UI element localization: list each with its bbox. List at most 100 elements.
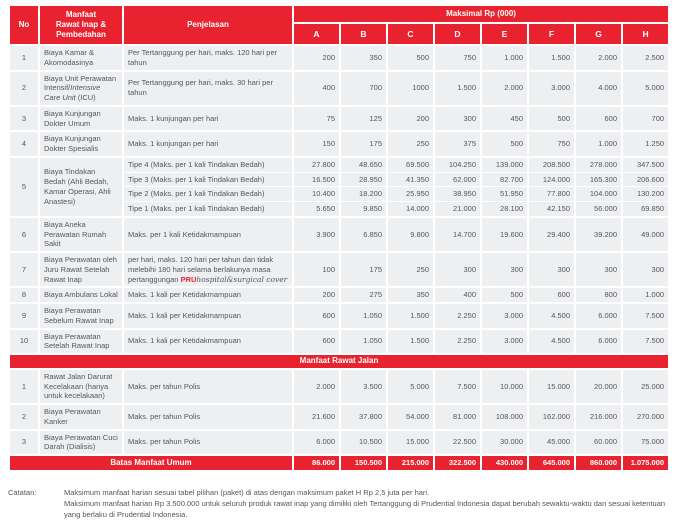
cell-value: 2.250 xyxy=(433,327,482,355)
cell-value: 1.050 xyxy=(339,327,388,355)
cell-desc: Maks. per 1 kali Ketidakmampuan xyxy=(122,215,294,254)
cell-value: 6.000 xyxy=(574,302,623,330)
col-header-package-f: F xyxy=(527,22,576,46)
note-line-1: Maksimum manfaat harian sesuai tabel pil… xyxy=(64,488,430,498)
cell-value: 21.600 xyxy=(292,403,341,431)
cell-value: 75.000 xyxy=(620,428,671,457)
cell-desc: Maks. 1 kali per Ketidakmampuan xyxy=(122,286,294,304)
cell-value: 200 xyxy=(292,286,341,304)
cell-value: 139.000 xyxy=(480,156,529,173)
cell-value: 45.000 xyxy=(527,428,576,457)
cell-benefit: Biaya Perawatan Setelah Rawat Inap xyxy=(38,327,124,355)
footer-value: 322.500 xyxy=(433,454,482,473)
cell-value: 175 xyxy=(339,130,388,158)
cell-value: 208.500 xyxy=(527,156,576,173)
cell-value: 2.500 xyxy=(620,44,671,72)
header-row-top: No Manfaat Rawat Inap & Pembedahan Penje… xyxy=(8,4,671,46)
cell-value: 14.700 xyxy=(433,215,482,254)
cell-value: 62.000 xyxy=(433,171,482,188)
cell-value: 600 xyxy=(574,104,623,133)
cell-value: 700 xyxy=(339,69,388,107)
cell-value: 200 xyxy=(292,44,341,72)
col-header-benefit-line2: Rawat Inap & xyxy=(55,20,107,29)
table-row: 3 Biaya Kunjungan Dokter Umum Maks. 1 kunj… xyxy=(8,104,671,133)
col-header-package-e: E xyxy=(480,22,529,46)
benefits-table: No Manfaat Rawat Inap & Pembedahan Penje… xyxy=(7,4,671,473)
cell-no: 7 xyxy=(8,250,40,289)
cell-value: 250 xyxy=(386,130,435,158)
cell-value: 278.000 xyxy=(574,156,623,173)
cell-no: 2 xyxy=(8,403,40,431)
cell-value: 350 xyxy=(386,286,435,304)
cell-benefit: Biaya Kunjungan Dokter Umum xyxy=(38,104,124,133)
col-header-package-b: B xyxy=(339,22,388,46)
benefit-table-page: No Manfaat Rawat Inap & Pembedahan Penje… xyxy=(7,4,671,520)
cell-value: 2.000 xyxy=(480,69,529,107)
cell-value: 1.050 xyxy=(339,302,388,330)
table-row: 9 Biaya Perawatan Sebelum Rawat Inap Maks.… xyxy=(8,302,671,330)
section-header-row: Manfaat Rawat Jalan xyxy=(7,353,671,370)
col-header-package-a: A xyxy=(292,22,341,46)
cell-desc: Tipe 1 (Maks. per 1 kali Tindakan Bedah) xyxy=(122,200,294,218)
cell-value: 500 xyxy=(527,104,576,133)
text-part: (ICU) xyxy=(75,93,96,102)
notes-label: Catatan: xyxy=(8,488,37,498)
cell-value: 600 xyxy=(527,286,576,304)
cell-value: 10.500 xyxy=(339,428,388,457)
cell-desc: Tipe 4 (Maks. per 1 kali Tindakan Bedah) xyxy=(122,156,294,173)
cell-no: 10 xyxy=(8,327,40,355)
col-header-benefit-line3: Pembedahan xyxy=(56,30,106,39)
section-title: Manfaat Rawat Jalan xyxy=(7,353,671,370)
cell-value: 1.000 xyxy=(574,130,623,158)
cell-value: 3.900 xyxy=(292,215,341,254)
table-row: Tipe 1 (Maks. per 1 kali Tindakan Bedah)… xyxy=(9,200,671,218)
cell-value: 82.700 xyxy=(480,171,529,188)
cell-value: 108.000 xyxy=(480,403,529,431)
cell-value: 300 xyxy=(574,250,623,289)
footer-row: Batas Manfaat Umum 86.000 150.500 215.000 32… xyxy=(8,454,671,473)
cell-value: 800 xyxy=(574,286,623,304)
col-header-package-d: D xyxy=(433,22,482,46)
col-header-benefit-line1: Manfaat xyxy=(65,10,97,19)
cell-value: 125 xyxy=(339,104,388,133)
cell-value: 15.000 xyxy=(527,367,576,406)
footer-value: 1.075.000 xyxy=(620,454,671,473)
cell-desc: Tipe 2 (Maks. per 1 kali Tindakan Bedah) xyxy=(122,186,294,202)
table-row: 6 Biaya Aneka Perawatan Rumah Sakit Maks. … xyxy=(8,215,671,254)
cell-value: 7.500 xyxy=(620,327,671,355)
footer-value: 86.000 xyxy=(292,454,341,473)
cell-value: 28.950 xyxy=(339,171,388,188)
cell-value: 14.000 xyxy=(386,200,435,218)
cell-value: 21.000 xyxy=(433,200,482,218)
cell-value: 1.500 xyxy=(433,69,482,107)
cell-desc: Maks. per tahun Polis xyxy=(122,428,294,457)
cell-value: 104.000 xyxy=(574,186,623,202)
cell-value: 4.000 xyxy=(574,69,623,107)
cell-value: 300 xyxy=(433,250,482,289)
cell-desc: Maks. 1 kunjungan per hari xyxy=(122,104,294,133)
cell-value: 54.000 xyxy=(386,403,435,431)
cell-value: 41.350 xyxy=(386,171,435,188)
cell-value: 104.250 xyxy=(433,156,482,173)
cell-value: 600 xyxy=(292,302,341,330)
cell-benefit: Biaya Perawatan Kanker xyxy=(38,403,124,431)
footer-value: 860.000 xyxy=(574,454,623,473)
table-row: 3 Biaya Perawatan Cuci Darah (Dialisis) Ma… xyxy=(8,428,671,457)
cell-value: 81.000 xyxy=(433,403,482,431)
cell-value: 5.000 xyxy=(620,69,671,107)
cell-value: 150 xyxy=(292,130,341,158)
col-header-desc: Penjelasan xyxy=(122,4,294,46)
cell-value: 100 xyxy=(292,250,341,289)
cell-desc: Tipe 3 (Maks. per 1 kali Tindakan Bedah) xyxy=(122,171,294,188)
cell-desc: Per Tertanggung per hari, maks. 30 hari … xyxy=(122,69,294,107)
cell-value: 1.000 xyxy=(620,286,671,304)
text-part: Biaya Unit Perawatan Intensif/ xyxy=(44,73,117,93)
note-line-2: Maksimum manfaat harian Rp 3.500.000 unt… xyxy=(64,499,666,520)
col-header-package-c: C xyxy=(386,22,435,46)
cell-no: 1 xyxy=(8,367,40,406)
cell-benefit: Biaya Kunjungan Dokter Spesialis xyxy=(38,130,124,158)
cell-value: 27.800 xyxy=(292,156,341,173)
table-row: 1 Rawat Jalan Darurat Kecelakaan (hanya u… xyxy=(8,367,671,406)
cell-value: 1.500 xyxy=(386,302,435,330)
cell-value: 22.500 xyxy=(433,428,482,457)
